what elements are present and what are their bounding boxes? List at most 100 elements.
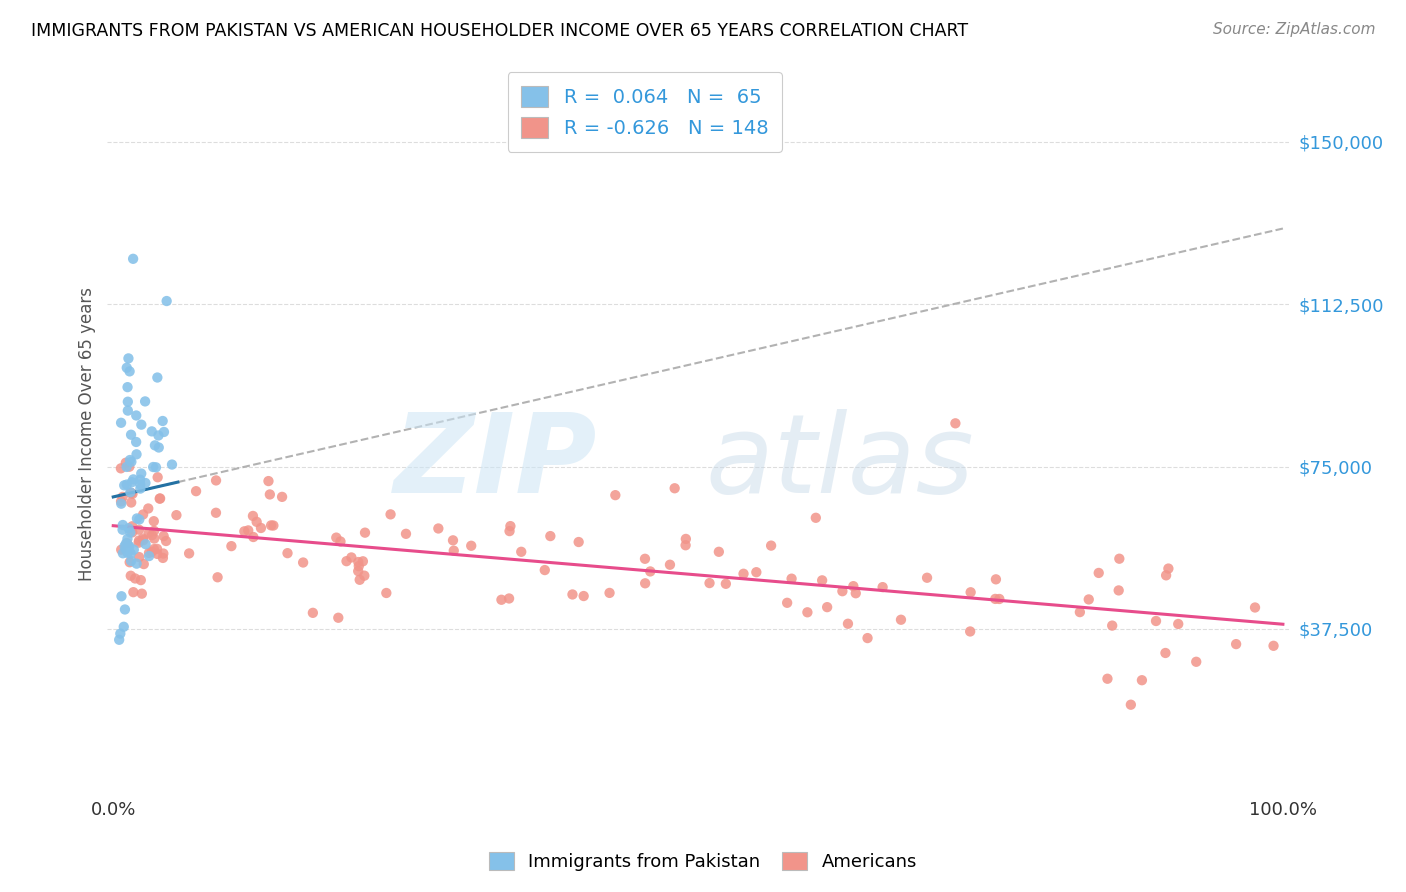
Point — [352, 554, 374, 568]
Point — [142, 542, 165, 557]
Point — [120, 546, 142, 560]
Point — [122, 252, 145, 266]
Point — [599, 586, 621, 600]
Point — [780, 572, 803, 586]
Point — [831, 584, 853, 599]
Point — [276, 546, 298, 560]
Point — [117, 546, 139, 560]
Point — [132, 557, 155, 571]
Point — [302, 606, 325, 620]
Point — [638, 565, 661, 579]
Point — [804, 510, 827, 524]
Point — [837, 616, 859, 631]
Point — [845, 586, 868, 600]
Point — [115, 477, 138, 491]
Point — [111, 546, 134, 560]
Point — [117, 521, 139, 535]
Point — [572, 589, 595, 603]
Point — [110, 589, 132, 603]
Point — [984, 572, 1007, 586]
Y-axis label: Householder Income Over 65 years: Householder Income Over 65 years — [79, 287, 96, 582]
Point — [205, 474, 228, 488]
Point — [246, 515, 269, 529]
Point — [759, 539, 782, 553]
Point — [354, 525, 377, 540]
Point — [117, 380, 139, 394]
Point — [441, 533, 464, 548]
Point — [152, 529, 174, 543]
Point — [675, 538, 697, 552]
Point — [143, 532, 166, 546]
Point — [117, 394, 139, 409]
Point — [118, 539, 141, 553]
Point — [125, 434, 148, 449]
Point — [292, 556, 315, 570]
Point — [179, 546, 201, 560]
Point — [1225, 637, 1247, 651]
Point — [510, 545, 533, 559]
Point — [120, 427, 142, 442]
Point — [375, 586, 398, 600]
Point — [110, 494, 132, 508]
Point — [125, 557, 148, 571]
Point — [257, 474, 280, 488]
Point — [1244, 600, 1267, 615]
Point — [115, 536, 138, 550]
Point — [146, 470, 169, 484]
Point — [132, 508, 155, 522]
Point — [499, 519, 522, 533]
Point — [699, 576, 721, 591]
Point — [128, 533, 150, 548]
Point — [184, 484, 207, 499]
Point — [1101, 618, 1123, 632]
Point — [959, 624, 981, 639]
Point — [115, 459, 138, 474]
Point — [141, 528, 163, 542]
Point — [659, 558, 682, 572]
Point — [1108, 583, 1130, 598]
Point — [160, 458, 183, 472]
Point — [120, 525, 142, 540]
Point — [121, 487, 143, 501]
Point — [242, 530, 264, 544]
Point — [533, 563, 555, 577]
Point — [122, 585, 145, 599]
Point — [714, 576, 737, 591]
Point — [271, 490, 294, 504]
Point — [811, 574, 834, 588]
Point — [915, 571, 938, 585]
Point — [132, 532, 155, 546]
Point — [131, 417, 153, 432]
Point — [1077, 592, 1099, 607]
Point — [1167, 617, 1189, 632]
Point — [1157, 561, 1180, 575]
Point — [259, 487, 281, 501]
Point — [207, 570, 229, 584]
Point — [1069, 605, 1091, 619]
Point — [395, 526, 418, 541]
Point — [111, 490, 134, 504]
Point — [328, 611, 350, 625]
Point — [347, 559, 370, 574]
Point — [325, 531, 347, 545]
Point — [121, 519, 143, 533]
Point — [142, 460, 165, 475]
Point — [118, 555, 141, 569]
Point — [634, 551, 657, 566]
Point — [122, 542, 145, 557]
Point — [634, 576, 657, 591]
Point — [605, 488, 627, 502]
Point — [125, 511, 148, 525]
Point — [117, 539, 139, 553]
Point — [733, 566, 755, 581]
Text: ZIP: ZIP — [394, 409, 598, 516]
Point — [146, 547, 169, 561]
Point — [112, 478, 135, 492]
Point — [110, 497, 132, 511]
Point — [149, 491, 172, 506]
Point — [329, 534, 352, 549]
Point — [110, 461, 132, 475]
Point — [872, 580, 894, 594]
Point — [141, 544, 163, 558]
Point — [128, 512, 150, 526]
